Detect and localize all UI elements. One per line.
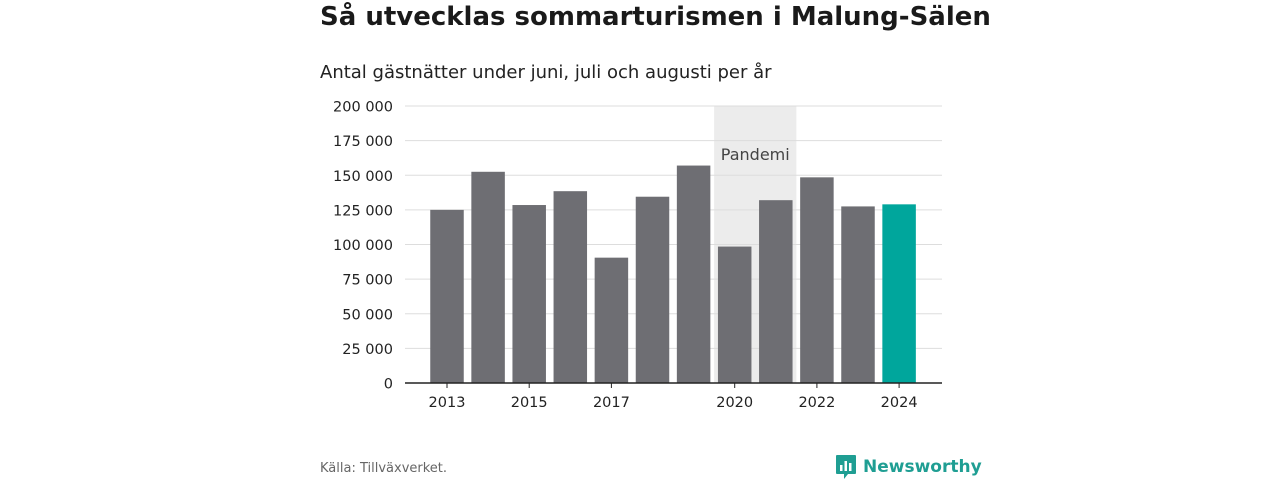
bar-2024 <box>882 204 916 383</box>
x-tick-label: 2013 <box>429 395 466 411</box>
bar-2020 <box>717 246 752 383</box>
bar-2021 <box>759 200 793 383</box>
bar-2022 <box>800 177 834 383</box>
y-tick-label: 125 000 <box>333 203 393 219</box>
source-note: Källa: Tillväxverket. <box>320 461 448 476</box>
bar-2015 <box>512 205 546 383</box>
x-tick-label: 2017 <box>593 395 630 411</box>
bar-2014 <box>471 171 505 383</box>
bar-2013 <box>430 209 464 383</box>
bar-2019 <box>676 165 711 383</box>
y-tick-label: 175 000 <box>333 134 393 150</box>
bar-2017 <box>594 257 629 383</box>
y-tick-label: 75 000 <box>342 273 393 289</box>
brand-logo: Newsworthy <box>835 454 982 480</box>
x-tick-label: 2022 <box>798 395 835 411</box>
y-tick-label: 100 000 <box>333 238 393 254</box>
x-tick-label: 2024 <box>881 395 918 411</box>
pandemic-label: Pandemi <box>721 145 790 164</box>
y-tick-label: 200 000 <box>333 100 393 116</box>
bar-2023 <box>841 206 875 383</box>
y-tick-label: 50 000 <box>342 307 393 323</box>
chart-title: Så utvecklas sommarturismen i Malung-Säl… <box>320 2 991 32</box>
chart-subtitle: Antal gästnätter under juni, juli och au… <box>320 62 772 83</box>
y-tick-label: 150 000 <box>333 169 393 185</box>
brand-name: Newsworthy <box>863 457 982 477</box>
bar-2016 <box>553 191 588 383</box>
y-tick-label: 0 <box>384 377 393 393</box>
y-tick-label: 25 000 <box>342 342 393 358</box>
bar-chart-logo-icon <box>836 455 856 479</box>
bar-2018 <box>635 196 670 383</box>
x-tick-label: 2015 <box>511 395 548 411</box>
x-tick-label: 2020 <box>716 395 753 411</box>
